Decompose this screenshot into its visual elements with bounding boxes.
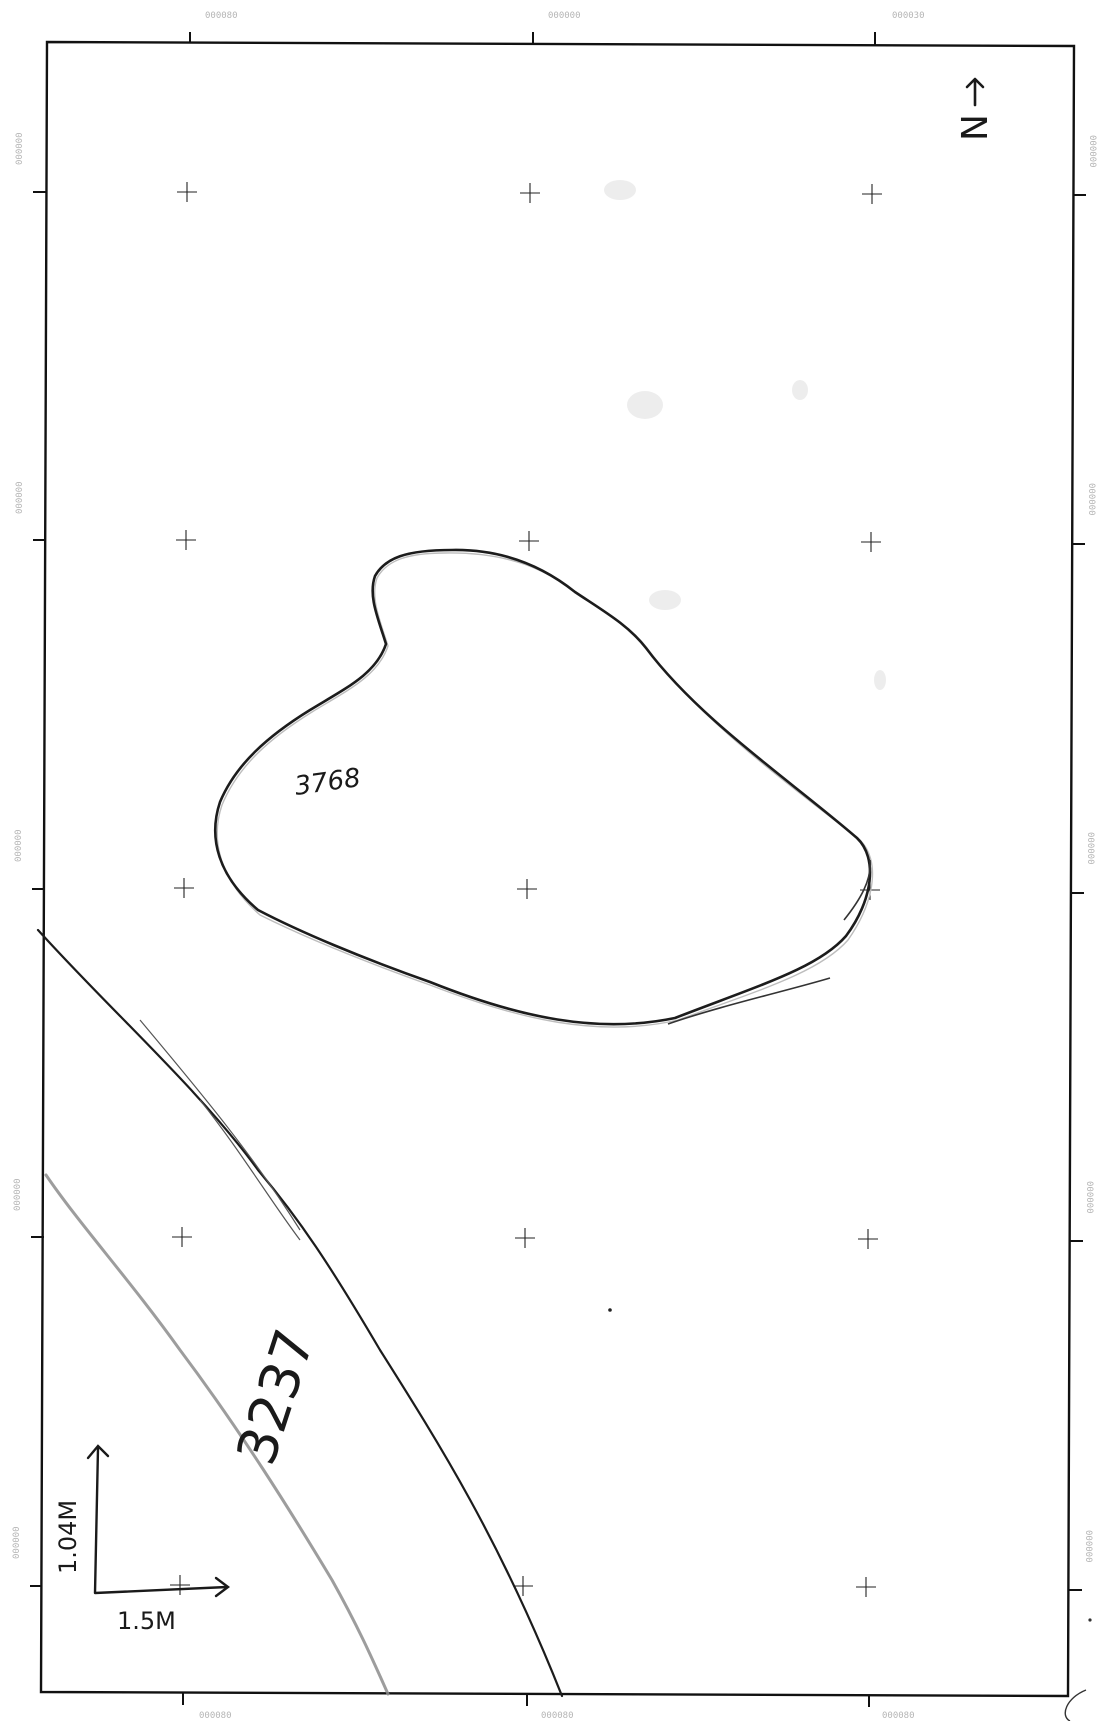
top-grid-label: 000000 (548, 11, 581, 21)
left-grid-label: 000000 (12, 1526, 22, 1559)
right-grid-label: 000000 (1084, 1181, 1094, 1214)
grid-cross (862, 184, 882, 204)
north-arrow-label: N (955, 114, 996, 141)
pit-outline (213, 548, 872, 1026)
top-grid-label: 000080 (205, 11, 238, 21)
bottom-edge-ticks (182, 1693, 870, 1707)
left-grid-labels: 000000 000000 000000 000000 000000 (12, 132, 25, 1559)
grid-cross (520, 183, 540, 203)
grid-cross (858, 1229, 878, 1249)
grid-cross (177, 182, 197, 202)
stray-marks (608, 1308, 1092, 1721)
right-grid-label: 000000 (1083, 1530, 1093, 1563)
north-arrow-icon (965, 77, 985, 107)
grid-cross (172, 1227, 192, 1247)
bottom-grid-labels: 000080 000080 000080 (199, 1711, 915, 1721)
grid-cross (861, 532, 881, 552)
ditch-edge-outer (44, 1173, 390, 1696)
ditch-edge-inner (36, 928, 564, 1698)
grid-cross (519, 531, 539, 551)
grid-cross (513, 1576, 533, 1596)
left-edge-ticks (30, 191, 47, 1587)
pit-label: 3768 (293, 763, 363, 802)
map-frame (39, 40, 1076, 1698)
ditch-feature: 3237 (36, 928, 564, 1698)
north-arrow: N (955, 77, 996, 141)
scale-bar: 1.04M 1.5M (54, 1444, 230, 1635)
left-grid-label: 000000 (15, 481, 25, 514)
bottom-grid-label: 000080 (882, 1711, 915, 1721)
bottom-grid-label: 000080 (199, 1711, 232, 1721)
scale-bar-axes (93, 1446, 229, 1595)
right-grid-label: 000000 (1086, 483, 1096, 516)
right-edge-ticks (1069, 194, 1086, 1591)
bottom-grid-label: 000080 (541, 1711, 574, 1721)
scale-bar-horizontal-arrow-icon (214, 1576, 230, 1598)
left-grid-label: 000000 (15, 132, 25, 165)
scale-bar-vertical-arrow-icon (86, 1444, 110, 1460)
ditch-edge-inner-sketch (139, 1019, 301, 1241)
grid-cross (515, 1228, 535, 1248)
right-grid-label: 000000 (1087, 135, 1097, 168)
right-grid-label: 000000 (1085, 832, 1095, 865)
top-grid-label: 000030 (892, 11, 925, 21)
scale-bar-horizontal-label: 1.5M (117, 1607, 176, 1635)
top-grid-labels: 000080 000000 000030 (205, 11, 925, 21)
grid-cross (517, 879, 537, 899)
grid-cross (174, 878, 194, 898)
ditch-label: 3237 (224, 1322, 326, 1472)
paper-smudges (604, 180, 886, 690)
top-edge-ticks (189, 32, 876, 45)
scale-bar-vertical-label: 1.04M (54, 1500, 82, 1574)
right-grid-labels: 000000 000000 000000 000000 000000 (1083, 135, 1097, 1563)
grid-cross (176, 530, 196, 550)
pit-feature: 3768 (213, 548, 874, 1028)
grid-crosses (170, 182, 882, 1597)
pit-outline-overlap (667, 859, 871, 1025)
left-grid-label: 000000 (13, 1178, 23, 1211)
grid-cross (856, 1577, 876, 1597)
grid-cross (170, 1575, 190, 1595)
left-grid-label: 000000 (14, 829, 24, 862)
